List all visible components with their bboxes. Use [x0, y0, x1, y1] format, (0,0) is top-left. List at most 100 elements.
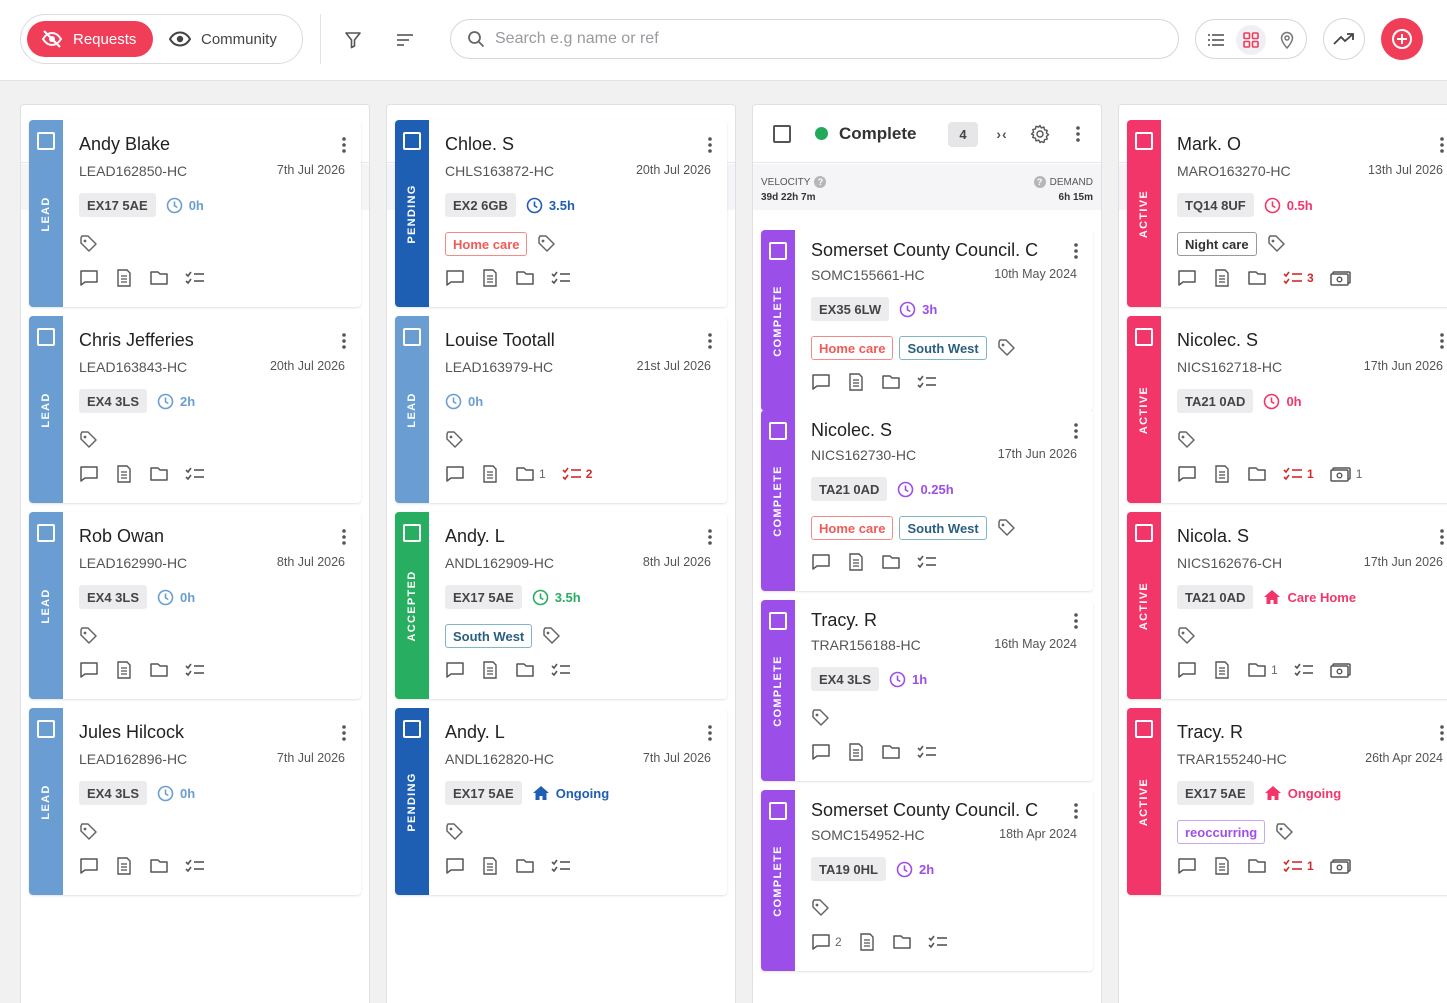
card-name[interactable]: Andy. L — [445, 722, 505, 742]
notes-button[interactable] — [481, 269, 499, 287]
add-tag-button[interactable] — [1275, 823, 1295, 841]
card-name[interactable]: Rob Owan — [79, 526, 165, 546]
tasks-button[interactable] — [928, 934, 948, 950]
folder-button[interactable] — [149, 857, 169, 875]
card-menu-button[interactable] — [707, 136, 713, 154]
request-card[interactable]: LEAD Andy Blake LEAD162850-HC 7th Jul 20… — [29, 120, 361, 307]
request-card[interactable]: COMPLETE Tracy. R TRAR156188-HC 16th May… — [761, 600, 1093, 781]
card-select-checkbox[interactable] — [1135, 720, 1153, 738]
card-name[interactable]: Louise Tootall — [445, 330, 555, 350]
help-icon[interactable]: ? — [814, 176, 827, 188]
notes-button[interactable] — [858, 933, 876, 951]
tag-chip[interactable]: Home care — [811, 336, 894, 360]
request-card[interactable]: LEAD Chris Jefferies LEAD163843-HC 20th … — [29, 316, 361, 503]
request-card[interactable]: ACCEPTED Andy. L ANDL162909-HC 8th Jul 2… — [395, 512, 727, 699]
search-input[interactable] — [495, 30, 1135, 48]
comments-button[interactable] — [811, 743, 831, 761]
card-menu-button[interactable] — [1073, 612, 1079, 630]
add-tag-button[interactable] — [79, 431, 99, 449]
notes-button[interactable] — [481, 465, 499, 483]
tasks-button[interactable]: 1 — [1283, 858, 1314, 874]
requests-toggle-button[interactable]: Requests — [27, 21, 153, 57]
folder-button[interactable] — [1247, 269, 1267, 287]
tasks-button[interactable] — [185, 466, 205, 482]
tasks-button[interactable]: 1 — [1283, 466, 1314, 482]
card-menu-button[interactable] — [1073, 242, 1079, 260]
card-menu-button[interactable] — [1439, 528, 1445, 546]
add-tag-button[interactable] — [811, 709, 831, 727]
comments-button[interactable] — [79, 465, 99, 483]
notes-button[interactable] — [481, 857, 499, 875]
card-menu-button[interactable] — [1073, 422, 1079, 440]
card-name[interactable]: Nicolec. S — [1177, 330, 1259, 350]
add-request-button[interactable] — [1381, 18, 1423, 60]
card-select-checkbox[interactable] — [403, 328, 421, 346]
add-tag-button[interactable] — [542, 627, 562, 645]
card-menu-button[interactable] — [341, 724, 347, 742]
card-select-checkbox[interactable] — [37, 132, 55, 150]
comments-button[interactable] — [445, 465, 465, 483]
comments-button[interactable] — [811, 553, 831, 571]
tasks-button[interactable] — [917, 374, 937, 390]
comments-button[interactable]: 2 — [811, 933, 842, 951]
tag-chip[interactable]: South West — [899, 336, 987, 360]
tasks-button[interactable]: 2 — [562, 466, 592, 482]
request-card[interactable]: ACTIVE Mark. O MARO163270-HC 13th Jul 20… — [1127, 120, 1447, 307]
folder-button[interactable]: 1 — [515, 465, 546, 483]
request-card[interactable]: ACTIVE Nicola. S NICS162676-CH 17th Jun … — [1127, 512, 1447, 699]
sort-button[interactable] — [392, 27, 418, 53]
comments-button[interactable] — [1177, 857, 1197, 875]
comments-button[interactable] — [1177, 465, 1197, 483]
add-tag-button[interactable] — [997, 519, 1017, 537]
tasks-button[interactable] — [551, 270, 571, 286]
folder-button[interactable] — [149, 661, 169, 679]
payments-button[interactable] — [1329, 858, 1352, 874]
collapse-column-button[interactable]: ›‹ — [990, 122, 1014, 146]
card-select-checkbox[interactable] — [769, 422, 787, 440]
add-tag-button[interactable] — [79, 627, 99, 645]
card-select-checkbox[interactable] — [403, 720, 421, 738]
card-name[interactable]: Nicola. S — [1177, 526, 1250, 546]
notes-button[interactable] — [847, 373, 865, 391]
card-select-checkbox[interactable] — [1135, 328, 1153, 346]
column-menu-button[interactable] — [1066, 122, 1090, 146]
tag-chip[interactable]: Home care — [811, 516, 894, 540]
add-tag-button[interactable] — [79, 823, 99, 841]
comments-button[interactable] — [1177, 269, 1197, 287]
notes-button[interactable] — [1213, 661, 1231, 679]
folder-button[interactable] — [149, 465, 169, 483]
comments-button[interactable] — [445, 857, 465, 875]
card-select-checkbox[interactable] — [37, 328, 55, 346]
folder-button[interactable] — [892, 933, 912, 951]
card-name[interactable]: Tracy. R — [811, 610, 877, 630]
tasks-button[interactable] — [185, 858, 205, 874]
notes-button[interactable] — [1213, 465, 1231, 483]
card-name[interactable]: Mark. O — [1177, 134, 1242, 154]
folder-button[interactable] — [515, 857, 535, 875]
tasks-button[interactable] — [185, 662, 205, 678]
tag-chip[interactable]: Night care — [1177, 232, 1257, 256]
card-name[interactable]: Chloe. S — [445, 134, 515, 154]
tag-chip[interactable]: Home care — [445, 232, 528, 256]
tasks-button[interactable] — [917, 744, 937, 760]
help-icon[interactable]: ? — [1033, 176, 1046, 188]
notes-button[interactable] — [1213, 269, 1231, 287]
request-card[interactable]: COMPLETE Nicolec. S NICS162730-HC 17th J… — [761, 410, 1093, 591]
notes-button[interactable] — [115, 269, 133, 287]
card-menu-button[interactable] — [1439, 332, 1445, 350]
card-select-checkbox[interactable] — [1135, 524, 1153, 542]
card-name[interactable]: Andy. L — [445, 526, 505, 546]
folder-button[interactable] — [149, 269, 169, 287]
folder-button[interactable] — [515, 269, 535, 287]
tag-chip[interactable]: South West — [445, 624, 533, 648]
comments-button[interactable] — [1177, 661, 1197, 679]
analytics-button[interactable] — [1323, 18, 1365, 60]
card-name[interactable]: Chris Jefferies — [79, 330, 194, 350]
card-name[interactable]: Somerset County Council. C — [811, 240, 1039, 260]
comments-button[interactable] — [445, 269, 465, 287]
add-tag-button[interactable] — [997, 339, 1017, 357]
card-menu-button[interactable] — [341, 332, 347, 350]
tasks-button[interactable]: 3 — [1283, 270, 1314, 286]
folder-button[interactable] — [881, 553, 901, 571]
card-name[interactable]: Tracy. R — [1177, 722, 1243, 742]
